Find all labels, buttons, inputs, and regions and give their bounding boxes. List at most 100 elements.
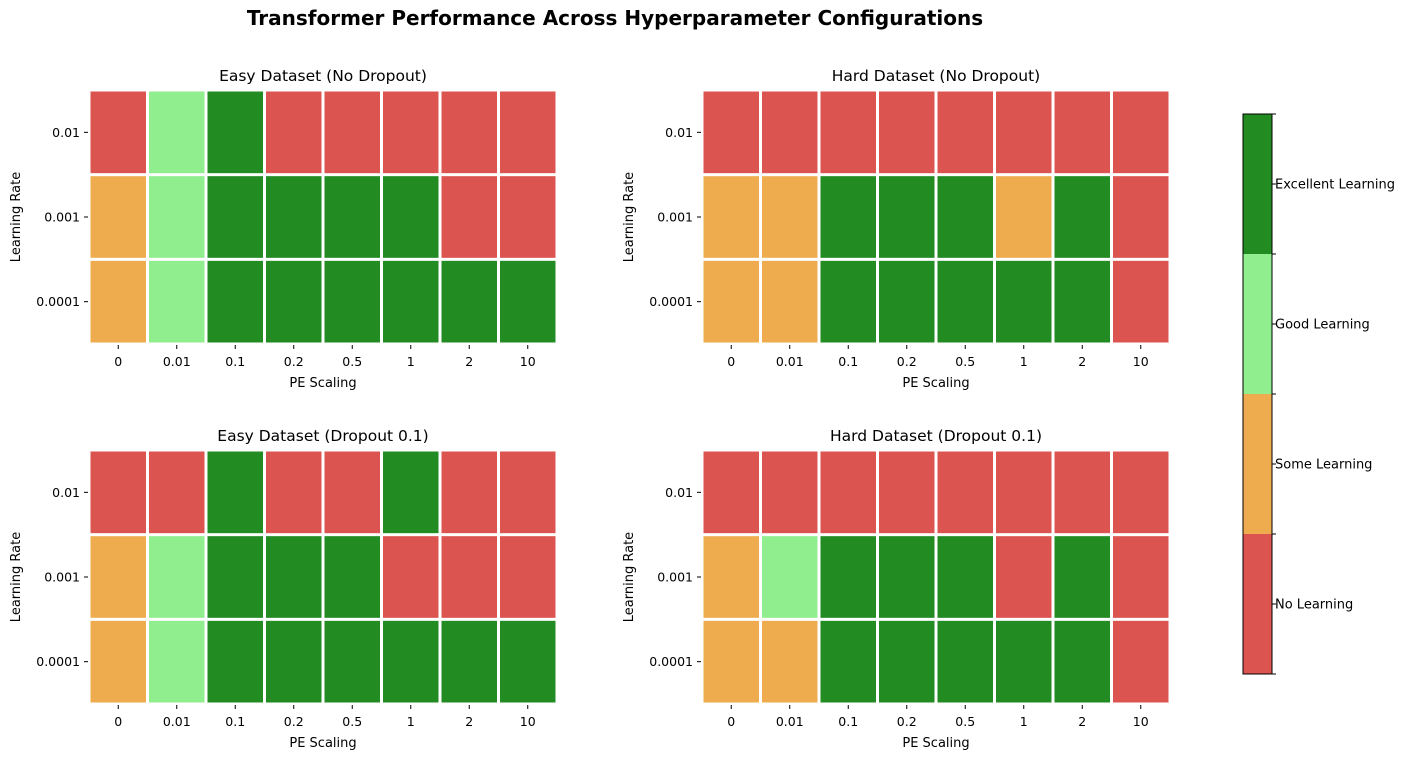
heatmap-cell bbox=[937, 176, 993, 258]
x-tick-label: 10 bbox=[1133, 354, 1149, 369]
heatmap-cell bbox=[820, 451, 876, 534]
heatmap-cell bbox=[879, 620, 935, 703]
panel-title: Hard Dataset (No Dropout) bbox=[832, 67, 1040, 85]
x-tick-label: 0.01 bbox=[163, 714, 191, 729]
heatmap-cell bbox=[996, 451, 1052, 534]
heatmap-cell bbox=[762, 536, 818, 618]
x-tick-label: 0.01 bbox=[776, 714, 804, 729]
x-tick-label: 1 bbox=[407, 354, 415, 369]
x-tick-label: 10 bbox=[520, 354, 536, 369]
x-tick-label: 1 bbox=[1020, 354, 1028, 369]
y-tick-label: 0.001 bbox=[44, 210, 80, 225]
colorbar-label: No Learning bbox=[1275, 598, 1353, 613]
x-tick-label: 0.5 bbox=[955, 354, 975, 369]
heatmap-cell bbox=[207, 260, 263, 343]
heatmap-cell bbox=[1113, 260, 1169, 343]
heatmap-cell bbox=[879, 176, 935, 258]
heatmap-cell bbox=[324, 620, 380, 703]
heatmap-cell bbox=[820, 91, 876, 174]
heatmap-cell bbox=[266, 536, 322, 618]
x-tick-label: 0.5 bbox=[342, 714, 362, 729]
heatmap-cell bbox=[90, 91, 146, 174]
heatmap-cell bbox=[762, 91, 818, 174]
heatmap-cell bbox=[324, 176, 380, 258]
colorbar-segment bbox=[1243, 394, 1272, 534]
heatmap-cell bbox=[1054, 536, 1110, 618]
heatmap-cell bbox=[90, 536, 146, 618]
heatmap-cell bbox=[383, 451, 439, 534]
x-axis-label: PE Scaling bbox=[902, 736, 969, 751]
heatmap-cell bbox=[266, 620, 322, 703]
x-tick-label: 1 bbox=[1020, 714, 1028, 729]
y-tick-label: 0.0001 bbox=[649, 294, 693, 309]
heatmap-cell bbox=[820, 260, 876, 343]
heatmap-cell bbox=[1054, 91, 1110, 174]
x-tick-label: 0 bbox=[727, 354, 735, 369]
heatmap-cell bbox=[207, 536, 263, 618]
heatmap-cell bbox=[1054, 451, 1110, 534]
heatmap-cell bbox=[703, 620, 759, 703]
x-tick-label: 10 bbox=[520, 714, 536, 729]
x-tick-label: 0.2 bbox=[897, 354, 917, 369]
y-axis-label: Learning Rate bbox=[622, 172, 637, 262]
y-tick-label: 0.01 bbox=[52, 485, 80, 500]
heatmap-cell bbox=[703, 536, 759, 618]
y-tick-label: 0.01 bbox=[665, 485, 693, 500]
heatmap-cell bbox=[879, 91, 935, 174]
heatmap-cell bbox=[207, 91, 263, 174]
heatmap-cell bbox=[996, 176, 1052, 258]
x-tick-label: 0.01 bbox=[163, 354, 191, 369]
heatmap-cell bbox=[500, 451, 556, 534]
heatmap-cell bbox=[500, 176, 556, 258]
heatmap-cell bbox=[324, 536, 380, 618]
heatmap-cell bbox=[937, 536, 993, 618]
heatmap-cell bbox=[996, 536, 1052, 618]
heatmap-cell bbox=[266, 451, 322, 534]
heatmap-cell bbox=[207, 176, 263, 258]
y-tick-label: 0.01 bbox=[52, 125, 80, 140]
x-tick-label: 0.1 bbox=[838, 714, 858, 729]
y-tick-label: 0.0001 bbox=[36, 654, 80, 669]
colorbar-label: Good Learning bbox=[1275, 318, 1370, 333]
heatmap-cell bbox=[879, 451, 935, 534]
y-axis-label: Learning Rate bbox=[622, 532, 637, 622]
heatmap-cell bbox=[500, 620, 556, 703]
x-tick-label: 0.2 bbox=[897, 714, 917, 729]
heatmap-cell bbox=[879, 260, 935, 343]
heatmap-cell bbox=[1113, 176, 1169, 258]
heatmap-cell bbox=[90, 176, 146, 258]
heatmap-cell bbox=[703, 451, 759, 534]
heatmap-cell bbox=[500, 260, 556, 343]
y-tick-label: 0.001 bbox=[44, 570, 80, 585]
x-tick-label: 0.5 bbox=[955, 714, 975, 729]
x-tick-label: 0 bbox=[114, 354, 122, 369]
x-tick-label: 2 bbox=[1078, 714, 1086, 729]
heatmap-cell bbox=[1054, 260, 1110, 343]
y-axis-label: Learning Rate bbox=[9, 532, 24, 622]
colorbar-label: Some Learning bbox=[1275, 458, 1372, 473]
heatmap-cell bbox=[996, 91, 1052, 174]
heatmap-cell bbox=[90, 260, 146, 343]
heatmap-cell bbox=[441, 260, 497, 343]
heatmap-cell bbox=[937, 260, 993, 343]
panel-title: Hard Dataset (Dropout 0.1) bbox=[830, 427, 1042, 445]
y-tick-label: 0.001 bbox=[657, 210, 693, 225]
x-axis-label: PE Scaling bbox=[289, 376, 356, 391]
heatmap-cell bbox=[324, 451, 380, 534]
x-tick-label: 0 bbox=[727, 714, 735, 729]
heatmap-cell bbox=[149, 176, 205, 258]
y-tick-label: 0.01 bbox=[665, 125, 693, 140]
x-tick-label: 0.1 bbox=[838, 354, 858, 369]
heatmap-cell bbox=[441, 91, 497, 174]
x-axis-label: PE Scaling bbox=[902, 376, 969, 391]
heatmap-cell bbox=[383, 176, 439, 258]
heatmap-cell bbox=[266, 176, 322, 258]
heatmap-cell bbox=[1113, 620, 1169, 703]
heatmap-cell bbox=[820, 536, 876, 618]
x-tick-label: 2 bbox=[1078, 354, 1086, 369]
heatmap-cell bbox=[383, 260, 439, 343]
heatmap-cell bbox=[1113, 451, 1169, 534]
heatmap-cell bbox=[937, 620, 993, 703]
heatmap-cell bbox=[149, 451, 205, 534]
y-tick-label: 0.0001 bbox=[649, 654, 693, 669]
